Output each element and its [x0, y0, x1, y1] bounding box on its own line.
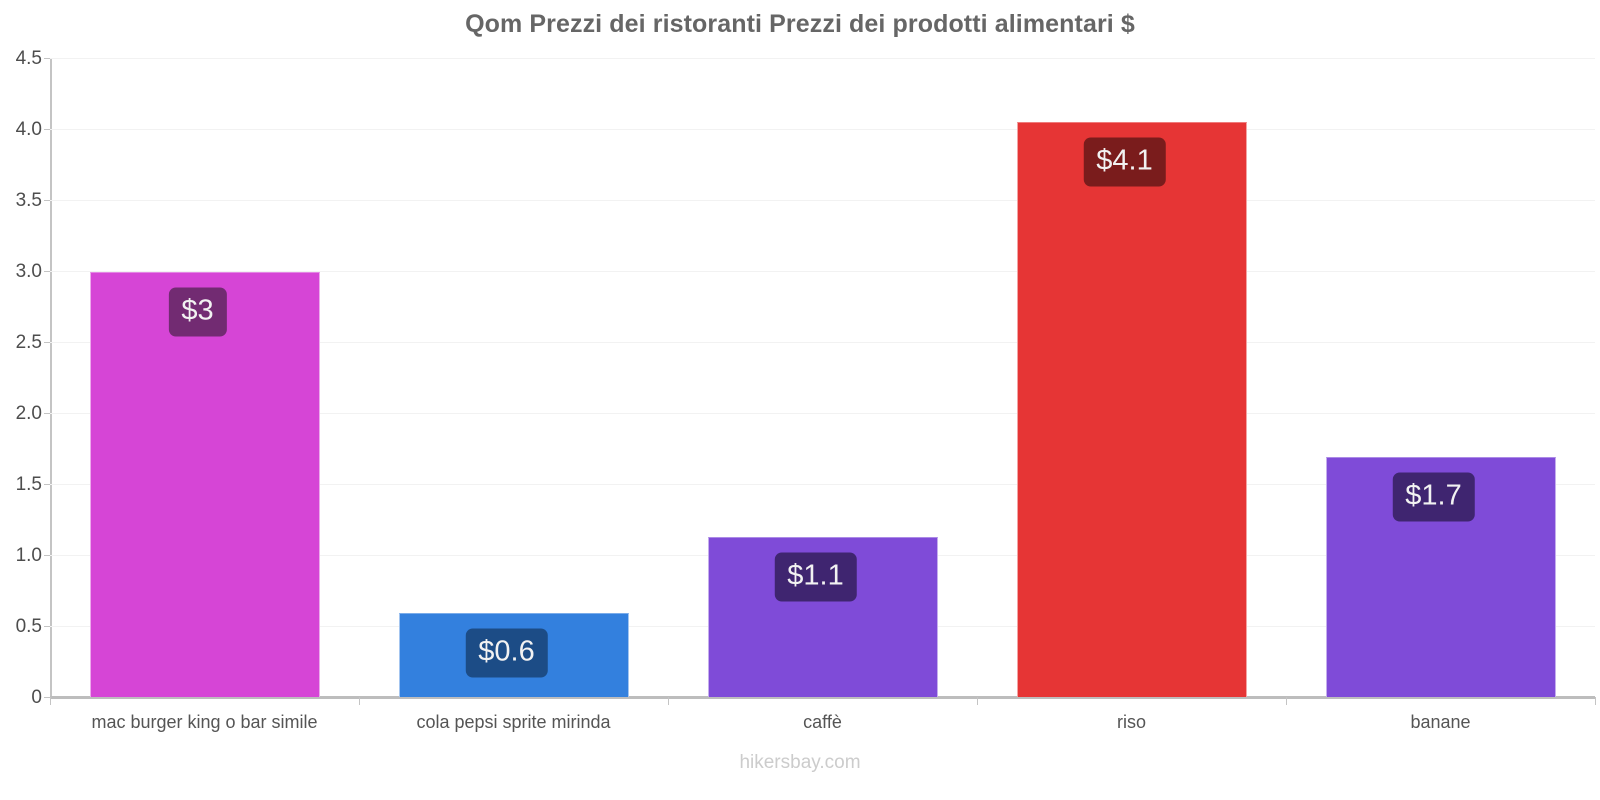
x-tick-mark — [1286, 697, 1287, 705]
y-tick-mark — [44, 58, 51, 59]
y-tick-label: 2.5 — [15, 332, 42, 353]
x-tick-mark — [359, 697, 360, 705]
bar[interactable] — [398, 613, 629, 697]
y-tick-mark — [44, 271, 51, 272]
gridline — [50, 342, 1595, 343]
y-tick-mark — [44, 555, 51, 556]
y-tick-label: 1.0 — [15, 545, 42, 566]
bar-value-label: $3 — [168, 287, 227, 337]
x-tick-label: riso — [1116, 712, 1147, 732]
bar[interactable] — [89, 272, 320, 697]
y-tick-mark — [44, 200, 51, 201]
y-tick-label: 0.5 — [15, 616, 42, 637]
bar[interactable] — [1016, 121, 1247, 697]
bar-value-label: $1.7 — [1392, 472, 1475, 522]
gridline — [50, 129, 1595, 130]
x-axis-line — [50, 697, 1595, 699]
y-axis-line — [50, 58, 52, 697]
gridline — [50, 413, 1595, 414]
y-tick-label: 3.0 — [15, 261, 42, 282]
y-tick-mark — [44, 129, 51, 130]
y-tick-label: 4.0 — [15, 119, 42, 140]
x-tick-label: mac burger king o bar simile — [91, 712, 318, 732]
watermark: hikersbay.com — [739, 752, 861, 773]
gridline — [50, 58, 1595, 59]
bar-value-label: $0.6 — [465, 628, 548, 678]
x-tick-label: caffè — [803, 712, 842, 732]
x-tick-label: cola pepsi sprite mirinda — [416, 712, 611, 732]
y-tick-label: 3.5 — [15, 190, 42, 211]
gridline — [50, 484, 1595, 485]
y-tick-mark — [44, 697, 51, 698]
y-tick-mark — [44, 484, 51, 485]
y-tick-mark — [44, 342, 51, 343]
x-tick-mark — [668, 697, 669, 705]
x-tick-mark — [977, 697, 978, 705]
gridline — [50, 200, 1595, 201]
y-tick-label: 0 — [31, 687, 42, 708]
bar-value-label: $4.1 — [1083, 137, 1166, 187]
chart-title: Qom Prezzi dei ristoranti Prezzi dei pro… — [465, 10, 1135, 38]
bar-value-label: $1.1 — [774, 552, 857, 602]
y-tick-mark — [44, 413, 51, 414]
y-tick-label: 1.5 — [15, 474, 42, 495]
x-tick-mark — [1595, 697, 1596, 705]
x-tick-label: banane — [1410, 712, 1471, 732]
plot-area: $3 $0.6 $1.1 $4.1 $1.7 — [50, 58, 1595, 697]
x-tick-mark — [50, 697, 51, 705]
gridline — [50, 271, 1595, 272]
y-tick-label: 4.5 — [15, 48, 42, 69]
y-tick-label: 2.0 — [15, 403, 42, 424]
y-tick-mark — [44, 626, 51, 627]
